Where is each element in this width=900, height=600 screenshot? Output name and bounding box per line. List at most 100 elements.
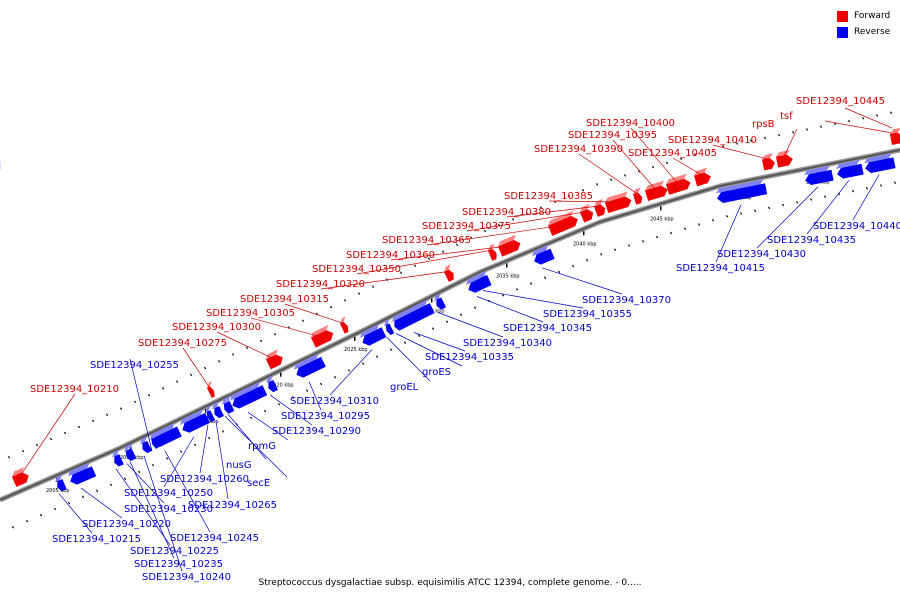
reverse-swatch — [837, 26, 848, 38]
gene-label-reverse: SDE12394_10345 — [503, 323, 592, 334]
leader-line — [548, 200, 619, 203]
gene-reverse — [55, 474, 67, 492]
gene-label-reverse: SDE12394_10245 — [170, 533, 259, 544]
gene-reverse — [716, 179, 768, 204]
gene-label-forward: rpsB — [752, 119, 775, 130]
gene-forward — [12, 467, 29, 487]
gene-reverse — [180, 409, 210, 433]
leader-line — [783, 128, 798, 157]
leader-line — [227, 414, 267, 460]
gene-reverse — [150, 432, 159, 449]
gene-label-forward: SDE12394_10390 — [534, 144, 623, 155]
leader-line — [356, 249, 492, 275]
gene-reverse — [112, 450, 124, 467]
legend-forward: Forward — [837, 8, 890, 24]
leader-line — [437, 312, 504, 338]
gene-label-forward: tsf — [780, 111, 793, 122]
gene-forward — [498, 234, 521, 257]
leader-line — [426, 224, 564, 246]
gene-reverse — [294, 353, 326, 378]
leader-line — [672, 157, 703, 176]
gene-label-reverse: SDE12394_10250 — [124, 488, 213, 499]
gene-label-reverse: groEL — [390, 382, 419, 393]
gene-reverse — [150, 423, 182, 448]
leader-line — [80, 487, 123, 519]
gene-label-reverse: SDE12394_10435 — [767, 235, 856, 246]
gene-label-reverse: SDE12394_10440 — [813, 221, 900, 232]
gene-reverse — [836, 159, 864, 179]
leader-line — [386, 337, 431, 382]
gene-forward — [633, 187, 643, 205]
ruler-tick — [660, 206, 662, 211]
gene-reverse — [230, 382, 268, 409]
gene-forward — [266, 349, 283, 370]
ruler-label: 2005 kbp — [46, 488, 70, 494]
leader-line — [143, 455, 183, 572]
gene-label-forward: SDE12394_10305 — [206, 308, 295, 319]
gene-label-reverse: groES — [422, 367, 451, 378]
gene-reverse — [394, 299, 435, 329]
leader-line — [541, 267, 623, 295]
gene-forward — [666, 173, 691, 195]
leader-line — [58, 493, 93, 534]
leader-line — [215, 420, 229, 500]
gene-label-reverse: SDE12394_10230 — [124, 504, 213, 515]
legend-forward-label: Forward — [854, 11, 891, 21]
gene-label-forward: SDE12394_10380 — [462, 207, 551, 218]
leader-line — [216, 331, 275, 360]
ruler-label: 2020 kbp — [270, 383, 294, 389]
gene-label-reverse: SDE12394_10225 — [130, 546, 219, 557]
legend: Forward Reverse — [837, 8, 890, 40]
gene-label-forward: SDE12394_10275 — [138, 338, 227, 349]
gene-reverse — [68, 462, 97, 485]
gene-reverse — [222, 397, 233, 414]
gene-label-forward: SDE12394_10400 — [586, 118, 675, 129]
gene-label-reverse: nusG — [226, 460, 252, 471]
gene-reverse — [205, 405, 216, 422]
leader-line — [129, 461, 175, 559]
gene-label-forward: SDE12394_10360 — [346, 250, 435, 261]
gene-forward — [694, 167, 711, 187]
map-caption: Streptococcus dysgalactiae subsp. equisi… — [258, 578, 642, 588]
legend-reverse-label: Reverse — [854, 27, 891, 37]
gene-label-reverse: SDE12394_10295 — [281, 411, 370, 422]
leader-line — [630, 127, 679, 184]
forward-swatch — [837, 10, 848, 22]
gene-label-reverse: SDE12394_10430 — [717, 249, 806, 260]
gene-label-reverse: SDE12394_10290 — [272, 426, 361, 437]
gene-label-forward: SDE12394_10300 — [172, 322, 261, 333]
gene-label-forward: SDE12394_10395 — [568, 130, 657, 141]
gene-reverse — [128, 443, 137, 460]
ruler-label: 2035 kbp — [496, 273, 520, 279]
gene-label-reverse: secE — [247, 478, 270, 489]
gene-forward — [890, 127, 900, 145]
leader-line — [320, 271, 449, 290]
gene-reverse — [864, 153, 896, 174]
ruler-tick — [583, 231, 585, 236]
gene-label-reverse: SDE12394_10235 — [134, 559, 223, 570]
leader-line — [395, 333, 463, 367]
gene-reverse — [212, 401, 224, 419]
gene-forward — [444, 264, 454, 282]
gene-forward — [340, 316, 349, 334]
gene-label-reverse: SDE12394_10415 — [676, 263, 765, 274]
leader-line — [164, 450, 211, 533]
leader-line — [466, 211, 587, 232]
ruler-dots — [8, 111, 897, 529]
ruler-tick — [354, 336, 356, 341]
gene-reverse — [140, 436, 152, 454]
ruler-tick — [506, 263, 508, 268]
gene-label-reverse: SDE12394_10215 — [52, 534, 141, 545]
leader-line — [578, 153, 638, 194]
legend-reverse: Reverse — [837, 24, 890, 40]
gene-reverse — [266, 375, 278, 393]
leader-line — [163, 436, 195, 488]
gene-forward — [645, 180, 668, 202]
leader-line — [247, 412, 289, 441]
gene-label-forward: SDE12394_10350 — [312, 264, 401, 275]
gene-label-reverse: SDE12394_10340 — [463, 338, 552, 349]
gene-forward — [488, 243, 497, 261]
genome-backbone — [0, 147, 900, 503]
leader-line — [308, 381, 322, 411]
